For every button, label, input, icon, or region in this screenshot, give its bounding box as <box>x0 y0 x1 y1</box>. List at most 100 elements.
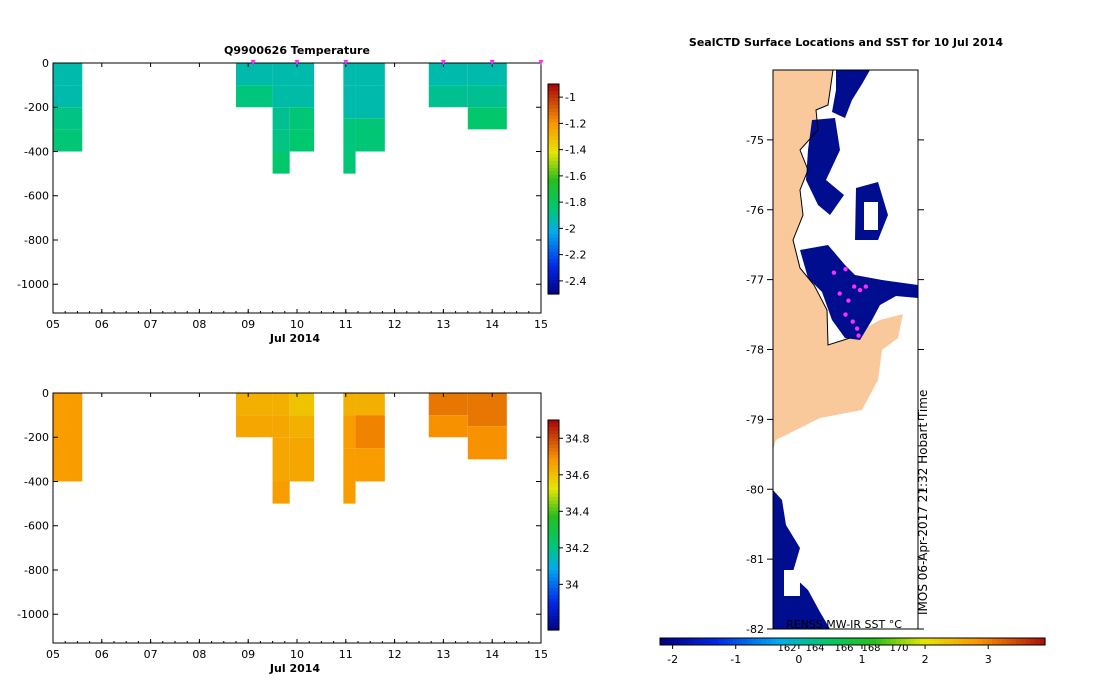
map-colorbar-tick-label-2: 0 <box>795 653 802 666</box>
salinity-cell-18 <box>428 415 468 438</box>
map-colorbar-segment <box>895 638 902 645</box>
salinity-xtick-label-3: 08 <box>192 648 206 661</box>
map-lon-label-0: 162 <box>777 643 796 654</box>
temperature-cell-14 <box>355 63 385 86</box>
salinity-colorbar-segment <box>548 458 559 463</box>
salinity-ytick-label-4: -800 <box>24 564 49 577</box>
temperature-colorbar-segment <box>548 87 559 92</box>
temperature-cell-21 <box>428 85 468 108</box>
map-seal-position-2 <box>852 284 857 289</box>
map-colorbar-segment <box>1006 638 1012 645</box>
salinity-colorbar-segment <box>548 595 559 600</box>
map-colorbar-segment <box>679 638 685 645</box>
temperature-cell-16 <box>355 85 385 119</box>
map-colorbar-segment <box>780 638 786 645</box>
temperature-colorbar-frame <box>547 83 560 295</box>
map-colorbar-segment <box>717 638 724 645</box>
map-lat-label-6: -81 <box>746 553 764 566</box>
map-colorbar-segment <box>943 638 950 645</box>
salinity-colorbar-segment <box>548 444 559 449</box>
salinity-cell-6 <box>289 415 315 438</box>
map-colorbar-label: RENSS MW-IR SST °C <box>786 618 902 631</box>
salinity-cell-11 <box>355 393 385 416</box>
map-lat-label-5: -80 <box>746 483 764 496</box>
temperature-profile-marker-4 <box>489 60 495 65</box>
salinity-colorbar-segment <box>548 598 559 603</box>
salinity-colorbar-segment <box>548 553 559 558</box>
map-seal-position-7 <box>856 333 861 338</box>
salinity-cell-3 <box>272 393 290 416</box>
salinity-colorbar-frame <box>547 419 560 631</box>
temperature-colorbar-segment <box>548 129 559 134</box>
temperature-colorbar-segment <box>548 210 559 215</box>
temperature-profile-marker-1 <box>294 60 300 65</box>
map-colorbar-segment <box>996 638 1003 645</box>
salinity-colorbar-segment <box>548 507 559 512</box>
temperature-xtick-label-0: 05 <box>46 318 60 331</box>
temperature-colorbar-segment <box>548 161 559 166</box>
temperature-colorbar-segment <box>548 266 559 271</box>
salinity-colorbar-segment <box>548 500 559 505</box>
temperature-cell-17 <box>343 118 356 152</box>
map-colorbar-segment <box>862 638 868 645</box>
salinity-colorbar-segment <box>548 483 559 488</box>
temperature-colorbar-segment <box>548 143 559 148</box>
map-colorbar-segment <box>818 638 825 645</box>
temperature-cell-6 <box>272 63 315 86</box>
map-colorbar-segment <box>948 638 955 645</box>
salinity-colorbar-segment <box>548 493 559 498</box>
map-seal-position-1 <box>843 312 848 317</box>
salinity-cell-14 <box>343 448 356 482</box>
salinity-cell-12 <box>343 415 356 449</box>
salinity-ytick-label-3: -600 <box>24 520 49 533</box>
temperature-xtick-label-3: 08 <box>192 318 206 331</box>
temperature-cell-23 <box>467 85 507 108</box>
temperature-cell-20 <box>428 63 468 86</box>
map-colorbar-segment <box>924 638 931 645</box>
map-colorbar-segment <box>852 638 858 645</box>
temperature-xtick-label-9: 14 <box>485 318 499 331</box>
temperature-cell-19 <box>343 151 356 174</box>
temperature-ytick-label-0: 0 <box>42 57 49 70</box>
map-ice-south <box>784 570 800 596</box>
map-colorbar-segment <box>688 638 695 645</box>
temperature-colorbar-segment <box>548 182 559 187</box>
salinity-xtick-label-7: 12 <box>388 648 402 661</box>
salinity-colorbar-segment <box>548 549 559 554</box>
map-colorbar-segment <box>775 638 781 645</box>
temperature-colorbar-label-5: -2 <box>565 222 576 235</box>
salinity-xlabel: Jul 2014 <box>269 662 320 675</box>
temperature-cell-13 <box>343 63 356 86</box>
temperature-cell-5 <box>236 85 273 108</box>
salinity-cell-20 <box>467 426 507 460</box>
salinity-colorbar-label-3: 34.2 <box>565 542 590 555</box>
temperature-colorbar-segment <box>548 269 559 274</box>
temperature-colorbar-segment <box>548 185 559 190</box>
salinity-colorbar-segment <box>548 514 559 519</box>
map-colorbar-segment <box>857 638 863 645</box>
temperature-xtick-label-1: 06 <box>95 318 109 331</box>
salinity-colorbar-segment <box>548 434 559 439</box>
temperature-colorbar-segment <box>548 126 559 131</box>
map-colorbar-segment <box>953 638 959 645</box>
temperature-cell-24 <box>467 107 507 130</box>
temperature-colorbar-segment <box>548 248 559 253</box>
map-panel: SealCTD Surface Locations and SST for 10… <box>659 36 1046 666</box>
temperature-ytick-label-5: -1000 <box>17 278 49 291</box>
map-lon-label-3: 168 <box>861 643 880 654</box>
temperature-colorbar-segment <box>548 227 559 232</box>
salinity-colorbar-segment <box>548 441 559 446</box>
map-colorbar-segment <box>992 638 998 645</box>
map-colorbar-segment <box>789 638 796 645</box>
map-ice-hole <box>864 202 878 230</box>
temperature-colorbar-segment <box>548 241 559 246</box>
map-colorbar-segment <box>866 638 873 645</box>
salinity-ytick-label-5: -1000 <box>17 608 49 621</box>
map-lat-label-1: -76 <box>746 204 764 217</box>
salinity-cell-8 <box>289 437 315 482</box>
map-colorbar-segment <box>958 638 964 645</box>
map-colorbar-segment <box>919 638 926 645</box>
temperature-colorbar-segment <box>548 287 559 292</box>
salinity-colorbar-segment <box>548 567 559 572</box>
